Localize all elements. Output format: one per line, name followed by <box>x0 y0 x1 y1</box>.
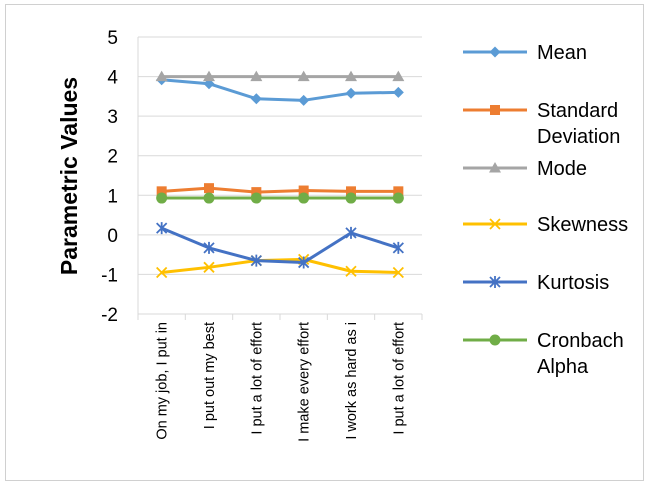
cronbach-alpha-point <box>298 192 310 204</box>
y-tick-label: -2 <box>101 305 118 326</box>
skewness-point <box>203 261 215 273</box>
y-axis-ticks: 5 4 3 2 1 0 -1 -2 <box>101 28 118 326</box>
standard-deviation-line <box>161 186 399 194</box>
cronbach-alpha-point <box>156 192 168 204</box>
legend-item-cronbach-alpha: Cronbach Alpha <box>463 330 624 378</box>
chart-frame <box>5 4 644 481</box>
standard-deviation-point <box>393 186 404 197</box>
legend-swatch-marker <box>489 334 501 346</box>
legend-swatch-marker <box>489 46 501 58</box>
x-tick-label: I put a lot of effort <box>249 322 265 435</box>
mean-point <box>345 87 357 99</box>
legend-label: Mode <box>537 158 587 180</box>
legend-label: Skewness <box>537 214 628 236</box>
kurtosis-point <box>345 226 357 239</box>
legend-label: Standard Deviation <box>537 100 620 148</box>
x-tick-label: I work as hard as i <box>344 322 360 440</box>
standard-deviation-point <box>204 183 214 194</box>
kurtosis-point <box>203 241 215 254</box>
standard-deviation-point <box>251 187 262 198</box>
legend: Mean Standard Deviation Mode Skewness Kurtosi… <box>463 42 628 378</box>
cronbach-alpha-point <box>203 192 215 204</box>
legend-label: Kurtosis <box>537 272 609 294</box>
skewness-point <box>156 266 168 279</box>
legend-item-skewness: Skewness <box>463 214 628 236</box>
standard-deviation-point <box>298 185 309 196</box>
standard-deviation-point <box>346 186 356 197</box>
legend-item-kurtosis: Kurtosis <box>463 272 609 294</box>
series-kurtosis <box>156 222 404 269</box>
series-mode <box>155 70 405 82</box>
x-tick-label: I put out my best <box>202 322 218 429</box>
cronbach-alpha-point <box>250 192 262 204</box>
y-tick-label: 2 <box>107 147 118 168</box>
skewness-line <box>161 257 399 274</box>
mode-point <box>203 70 215 82</box>
legend-swatch-marker <box>489 218 501 230</box>
x-tick-label: I make every effort <box>297 322 313 442</box>
kurtosis-point <box>250 254 262 267</box>
mean-point <box>298 94 310 106</box>
y-tick-label: 0 <box>107 226 118 247</box>
mean-line <box>161 78 399 102</box>
series-cronbach-alpha <box>156 192 404 204</box>
legend-item-mode: Mode <box>463 158 587 180</box>
y-axis-label: Parametric Values <box>56 77 82 275</box>
series-standard-deviation <box>156 183 404 198</box>
mean-point <box>250 93 262 105</box>
y-tick-label: 1 <box>107 186 118 207</box>
legend-swatch-marker <box>489 162 501 173</box>
legend-swatch-marker <box>489 276 501 288</box>
standard-deviation-point <box>156 186 167 197</box>
y-tick-label: 3 <box>107 107 118 128</box>
mode-point <box>392 70 405 82</box>
x-tick-label: I put a lot of effort <box>391 322 407 435</box>
legend-item-standard-deviation: Standard Deviation <box>463 100 620 148</box>
skewness-point <box>345 265 357 277</box>
legend-item-mean: Mean <box>463 42 587 64</box>
y-tick-label: -1 <box>101 265 118 286</box>
x-axis: On my job, I put in I put out my best I pu… <box>137 37 423 442</box>
legend-label: Mean <box>537 42 587 64</box>
mode-point <box>155 70 168 82</box>
mode-point <box>250 70 263 82</box>
legend-label: Cronbach Alpha <box>537 330 624 378</box>
cronbach-alpha-point <box>345 192 357 204</box>
y-tick-label: 4 <box>107 68 118 89</box>
series-group <box>155 70 405 279</box>
kurtosis-line <box>161 226 399 265</box>
mode-point <box>345 70 357 82</box>
cronbach-alpha-point <box>392 192 404 204</box>
series-mean <box>156 74 404 106</box>
mean-point <box>392 86 404 98</box>
skewness-point <box>392 266 404 279</box>
x-tick-label: On my job, I put in <box>155 322 171 440</box>
legend-swatch-marker <box>490 105 500 115</box>
kurtosis-point <box>156 222 168 235</box>
kurtosis-point <box>298 256 310 269</box>
y-tick-label: 5 <box>107 28 118 49</box>
mode-point <box>297 70 310 82</box>
kurtosis-point <box>392 241 404 254</box>
